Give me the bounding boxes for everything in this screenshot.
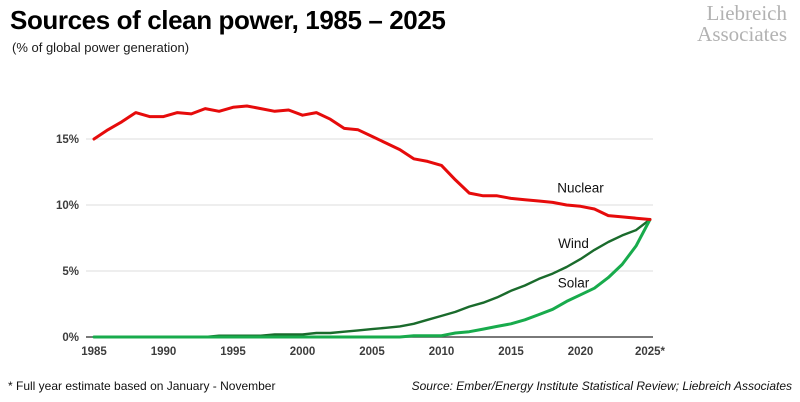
- footnote: * Full year estimate based on January - …: [8, 379, 276, 393]
- y-tick-label: 5%: [62, 266, 79, 278]
- x-tick-label: 1990: [151, 346, 177, 358]
- solar-line: [92, 218, 652, 339]
- logo-line-2: Associates: [697, 22, 787, 46]
- chart-subtitle: (% of global power generation): [12, 40, 190, 55]
- y-tick-label: 10%: [56, 200, 79, 212]
- solar-label: Solar: [558, 275, 590, 290]
- y-tick-label: 0%: [62, 332, 79, 344]
- x-tick-label: 2020: [568, 346, 594, 358]
- nuclear-line: [92, 104, 652, 221]
- x-tick-label: 2015: [498, 346, 524, 358]
- x-tick-label: 2025*: [635, 346, 666, 358]
- x-tick-label: 2000: [290, 346, 316, 358]
- x-tick-label: 2005: [359, 346, 385, 358]
- logo-line-1: Liebreich: [706, 1, 787, 25]
- liebreich-associates-logo: Liebreich Associates: [697, 3, 787, 45]
- page-title: Sources of clean power, 1985 – 2025: [10, 5, 446, 35]
- y-tick-label: 15%: [56, 134, 79, 146]
- x-tick-label: 1985: [81, 346, 107, 358]
- wind-label: Wind: [558, 236, 589, 251]
- x-tick-label: 2010: [429, 346, 455, 358]
- nuclear-label: Nuclear: [557, 180, 604, 195]
- x-tick-label: 1995: [220, 346, 246, 358]
- source-attribution: Source: Ember/Energy Institute Statistic…: [411, 379, 792, 393]
